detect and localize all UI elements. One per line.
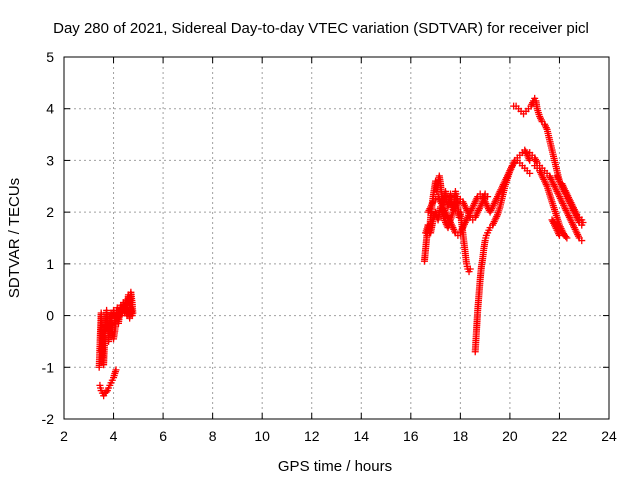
x-tick-label: 8	[209, 428, 217, 444]
y-tick-label: -2	[42, 411, 55, 427]
x-tick-label: 22	[552, 428, 568, 444]
x-tick-label: 2	[60, 428, 68, 444]
axis-ticks	[63, 56, 610, 420]
x-tick-label: 6	[159, 428, 167, 444]
x-tick-label: 4	[110, 428, 118, 444]
y-axis-label: SDTVAR / TECUs	[6, 178, 23, 298]
data-point-interp	[532, 157, 540, 165]
y-tick-label: 3	[46, 152, 54, 168]
y-tick-labels: -2 -1 0 1 2 3 4 5	[42, 49, 55, 427]
data-point	[128, 312, 136, 320]
grid	[64, 57, 609, 419]
data-point	[112, 366, 120, 374]
data-point	[579, 218, 587, 226]
data-point	[526, 156, 534, 164]
chart-title: Day 280 of 2021, Sidereal Day-to-day VTE…	[53, 20, 589, 37]
data-point	[466, 265, 474, 273]
x-tick-label: 24	[601, 428, 617, 444]
y-tick-label: -1	[42, 359, 55, 375]
x-tick-label: 12	[304, 428, 320, 444]
y-tick-label: 1	[46, 256, 54, 272]
x-tick-label: 16	[403, 428, 419, 444]
y-tick-label: 4	[46, 101, 54, 117]
data-point	[102, 388, 110, 396]
data-points	[95, 94, 587, 400]
x-tick-label: 10	[254, 428, 270, 444]
data-point	[526, 169, 534, 177]
y-tick-label: 0	[46, 308, 54, 324]
x-tick-labels: 2 4 6 8 10 12 14 16 18 20 22 24	[60, 428, 617, 444]
y-tick-label: 2	[46, 204, 54, 220]
data-point-interp	[532, 156, 540, 164]
plot-frame	[63, 56, 610, 420]
x-tick-label: 14	[353, 428, 369, 444]
x-tick-label: 18	[453, 428, 469, 444]
data-point	[578, 237, 586, 245]
x-tick-label: 20	[502, 428, 518, 444]
y-tick-label: 5	[46, 49, 54, 65]
x-axis-label: GPS time / hours	[278, 458, 392, 475]
data-point	[555, 231, 563, 239]
